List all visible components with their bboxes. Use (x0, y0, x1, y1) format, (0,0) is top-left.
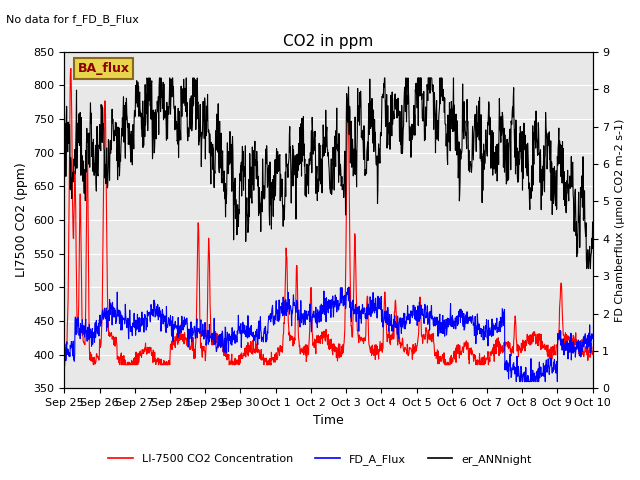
Text: BA_flux: BA_flux (77, 62, 130, 75)
Legend: LI-7500 CO2 Concentration, FD_A_Flux, er_ANNnight: LI-7500 CO2 Concentration, FD_A_Flux, er… (104, 450, 536, 469)
Title: CO2 in ppm: CO2 in ppm (284, 34, 374, 49)
Y-axis label: FD Chamberflux (μmol CO2 m-2 s-1): FD Chamberflux (μmol CO2 m-2 s-1) (615, 119, 625, 322)
Y-axis label: LI7500 CO2 (ppm): LI7500 CO2 (ppm) (15, 163, 28, 277)
Text: No data for f_FD_B_Flux: No data for f_FD_B_Flux (6, 14, 140, 25)
X-axis label: Time: Time (313, 414, 344, 427)
